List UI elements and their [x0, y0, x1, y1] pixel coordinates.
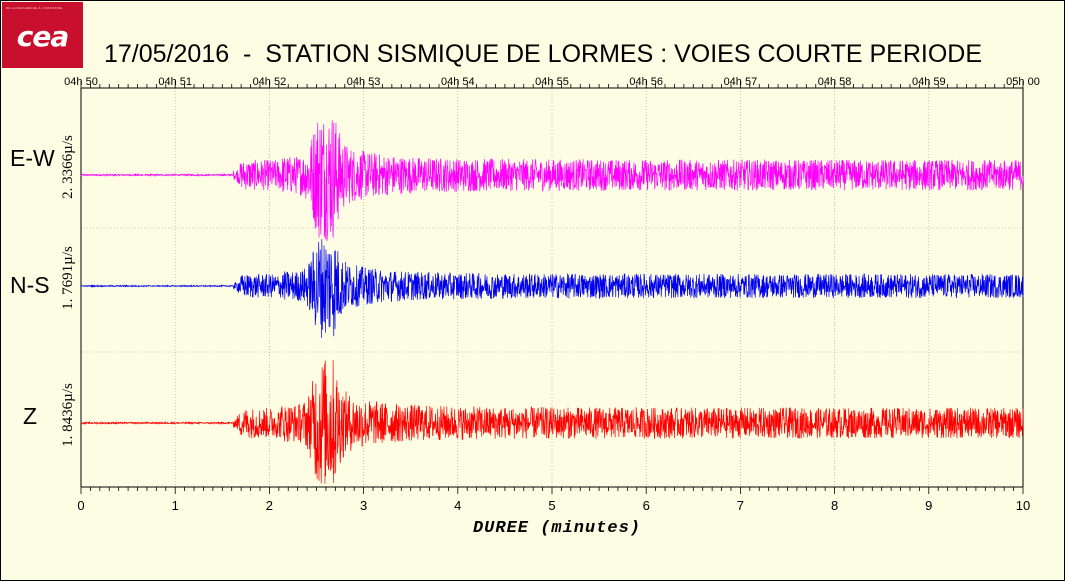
logo-tagline: DE LA RECHERCHE À L'INDUSTRIE — [6, 6, 63, 10]
logo-text: cea — [16, 20, 69, 53]
x-tick-label: 7 — [737, 498, 744, 513]
x-tick-label: 10 — [1016, 498, 1030, 513]
top-time-tick-label: 04h 53 — [347, 76, 381, 88]
channel-label: N-S — [10, 272, 50, 298]
amplitude-scale-label: 2. 3366µ/s — [60, 135, 76, 199]
top-time-tick-label: 04h 55 — [535, 76, 569, 88]
x-tick-label: 6 — [643, 498, 650, 513]
x-tick-label: 9 — [925, 498, 932, 513]
top-time-tick-label: 04h 56 — [629, 76, 663, 88]
x-tick-label: 1 — [172, 498, 179, 513]
x-tick-label: 3 — [360, 498, 367, 513]
channel-label: Z — [23, 403, 37, 429]
top-time-tick-label: 04h 54 — [441, 76, 475, 88]
labels: 04h 50 04h 51 04h 52 04h 53 04h 54 04h 55 04h … — [10, 76, 1040, 538]
x-tick-label: 8 — [831, 498, 838, 513]
cea-logo: DE LA RECHERCHE À L'INDUSTRIE cea — [2, 2, 83, 68]
x-tick-label: 0 — [77, 498, 84, 513]
top-time-tick-label: 05h 00 — [1006, 76, 1040, 88]
top-time-tick-label: 04h 51 — [158, 76, 192, 88]
top-time-tick-label: 04h 52 — [253, 76, 287, 88]
x-axis-title: DUREE (minutes) — [473, 519, 641, 538]
top-time-tick-label: 04h 57 — [724, 76, 758, 88]
channel-label: E-W — [10, 145, 55, 171]
trace-ns — [80, 239, 1024, 338]
x-tick-label: 4 — [454, 498, 461, 513]
amplitude-scale-label: 1. 7691µ/s — [60, 246, 76, 310]
x-tick-label: 2 — [266, 498, 273, 513]
top-time-tick-label: 04h 58 — [818, 76, 852, 88]
trace-z — [80, 359, 1024, 484]
grid-lines — [81, 88, 1023, 487]
top-time-tick-label: 04h 59 — [912, 76, 946, 88]
top-time-tick-label: 04h 50 — [64, 76, 98, 88]
x-tick-label: 5 — [548, 498, 555, 513]
traces — [80, 120, 1024, 484]
axes — [80, 81, 1024, 494]
trace-ew — [80, 120, 1024, 241]
amplitude-scale-label: 1. 8436µ/s — [60, 383, 76, 447]
chart-title: 17/05/2016 - STATION SISMIQUE DE LORMES … — [104, 40, 983, 68]
